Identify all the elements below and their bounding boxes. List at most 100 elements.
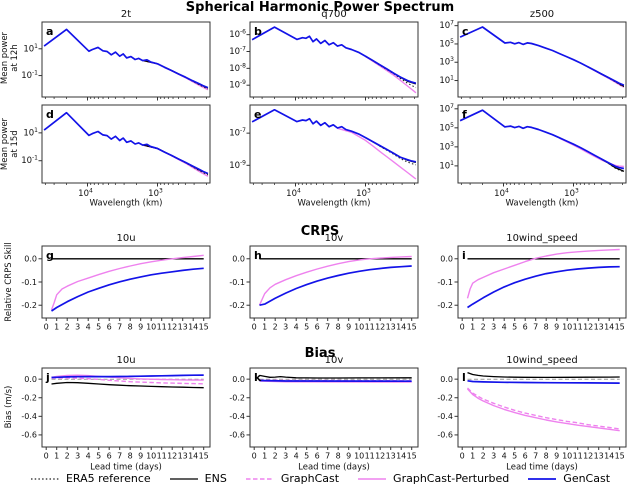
x-tick-label: 9 — [554, 323, 559, 332]
x-tick-label: 15 — [407, 323, 417, 332]
x-tick-label: 1 — [262, 452, 267, 461]
x-tick-label: 2 — [65, 452, 70, 461]
subplot-title-b: q700 — [321, 9, 346, 20]
subplot-title-c: z500 — [530, 9, 554, 20]
x-tick-label: 14 — [188, 452, 198, 461]
x-tick-label: 1 — [54, 323, 59, 332]
x-tick-label: 10 — [562, 452, 572, 461]
x-tick-label: 9 — [138, 323, 143, 332]
x-tick-label: 9 — [346, 452, 351, 461]
y-tick-label: 107 — [439, 103, 454, 115]
x-tick-label: 6 — [523, 452, 528, 461]
x-tick-label: 13 — [386, 323, 396, 332]
panel-letter-a: a — [46, 25, 53, 38]
series-gencast — [51, 267, 204, 312]
panel-i: 10wind_speed 0 1 2 3 4 5 6 7 8 9 10 11 12 13 14 15 0.0 -0.… — [422, 230, 636, 350]
series-era5 — [143, 144, 209, 176]
x-tick-label: 13 — [594, 323, 604, 332]
panel-letter-b: b — [254, 25, 262, 38]
x-tick-label: 0 — [44, 452, 49, 461]
x-tick-label: 1 — [54, 452, 59, 461]
panel-k: 10v 0 1 2 3 4 5 6 7 8 9 10 11 12 13 14 15 0.0 -0.2 -0.4 -0.6… — [214, 352, 428, 479]
x-tick-label: 8 — [336, 323, 341, 332]
x-tick-label: 3 — [75, 452, 80, 461]
x-tick-label: 15 — [199, 452, 209, 461]
x-tick-label: 5 — [96, 452, 101, 461]
x-tick-label: 7 — [533, 452, 538, 461]
legend-entry-ens: ENS — [169, 472, 227, 485]
series-graphcast_perturbed — [51, 374, 204, 381]
x-tick-label: 4 — [502, 323, 507, 332]
x-tick-label: 8 — [128, 452, 133, 461]
x-tick-label: 11 — [573, 323, 583, 332]
y-tick-label: 10-9 — [229, 79, 246, 91]
legend-label: GenCast — [563, 472, 611, 485]
y-tick-label: 10-7 — [229, 127, 246, 139]
y-tick-label: -0.2 — [229, 394, 245, 403]
series-gencast — [259, 265, 412, 307]
x-tick-label: 9 — [554, 452, 559, 461]
section-title-bias: Bias — [304, 346, 336, 361]
legend-entry-graphcast_perturbed: GraphCast-Perturbed — [357, 472, 509, 485]
x-axis-label: Wavelength (km) — [298, 199, 371, 209]
panel-j: 10u 0 1 2 3 4 5 6 7 8 9 10 11 12 13 14 15 0.0 -0.2 -0.4 -0.6… — [6, 352, 220, 479]
subplot-title-g: 10u — [116, 233, 135, 244]
legend-label: GraphCast-Perturbed — [393, 472, 510, 485]
x-tick-label: 12 — [375, 323, 385, 332]
y-tick-label: 101 — [439, 160, 454, 172]
y-tick-label: 103 — [439, 56, 454, 68]
x-tick-label: 12 — [583, 452, 593, 461]
x-tick-label: 12 — [167, 323, 177, 332]
series-graphcast_perturbed — [143, 60, 209, 91]
panel-letter-g: g — [46, 249, 54, 262]
x-tick-label: 3 — [75, 323, 80, 332]
x-tick-label: 4 — [502, 452, 507, 461]
x-tick-label: 103 — [148, 188, 163, 200]
x-tick-label: 11 — [573, 452, 583, 461]
x-tick-label: 0 — [252, 323, 257, 332]
x-tick-label: 9 — [138, 452, 143, 461]
series-gencast — [459, 26, 625, 86]
x-tick-label: 5 — [96, 323, 101, 332]
y-tick-label: -0.4 — [21, 412, 37, 421]
subplot-title-j: 10u — [116, 355, 135, 366]
x-tick-label: 103 — [564, 188, 579, 200]
panel-letter-i: i — [462, 249, 466, 262]
y-tick-label: 107 — [439, 20, 454, 32]
legend-entry-era5: ERA5 reference — [30, 472, 151, 485]
legend-label: ERA5 reference — [65, 472, 151, 485]
x-tick-label: 12 — [375, 452, 385, 461]
panel-letter-j: j — [45, 371, 50, 384]
panel-e: 104 103 10-7 10-9 Wavelength (km) e — [214, 89, 428, 215]
subplot-title-l: 10wind_speed — [506, 355, 578, 366]
legend-entry-gencast: GenCast — [527, 472, 610, 485]
x-tick-label: 5 — [304, 452, 309, 461]
panel-g: 10u 0 1 2 3 4 5 6 7 8 9 10 11 12 13 14 15 0.0 -0.1 -0.2 g — [6, 230, 220, 350]
x-tick-label: 7 — [117, 452, 122, 461]
x-axis-label: Lead time (days) — [90, 463, 162, 473]
y-tick-label: -0.1 — [437, 278, 453, 287]
x-tick-label: 15 — [615, 323, 625, 332]
y-tick-label: 105 — [439, 38, 454, 50]
x-tick-label: 8 — [128, 323, 133, 332]
panel-letter-h: h — [254, 249, 262, 262]
panel-h: 10v 0 1 2 3 4 5 6 7 8 9 10 11 12 13 14 15 0.0 -0.1 -0.2 h — [214, 230, 428, 350]
x-tick-label: 4 — [86, 452, 91, 461]
x-tick-label: 104 — [494, 188, 509, 200]
x-tick-label: 0 — [460, 323, 465, 332]
x-tick-label: 6 — [107, 452, 112, 461]
x-tick-label: 12 — [167, 452, 177, 461]
subplot-title-k: 10v — [325, 355, 344, 366]
x-tick-label: 14 — [604, 452, 614, 461]
series-gencast — [459, 109, 625, 170]
series-gencast — [467, 265, 620, 309]
section-title-spectrum: Spherical Harmonic Power Spectrum — [185, 0, 455, 15]
y-tick-label: -0.1 — [229, 278, 245, 287]
legend-label: ENS — [204, 472, 227, 485]
y-tick-label: 10-6 — [229, 29, 246, 41]
y-tick-label: 0.0 — [232, 375, 245, 384]
x-tick-label: 13 — [386, 452, 396, 461]
x-axis-label: Wavelength (km) — [506, 199, 579, 209]
y-tick-label: -0.2 — [21, 301, 37, 310]
x-tick-label: 4 — [294, 452, 299, 461]
